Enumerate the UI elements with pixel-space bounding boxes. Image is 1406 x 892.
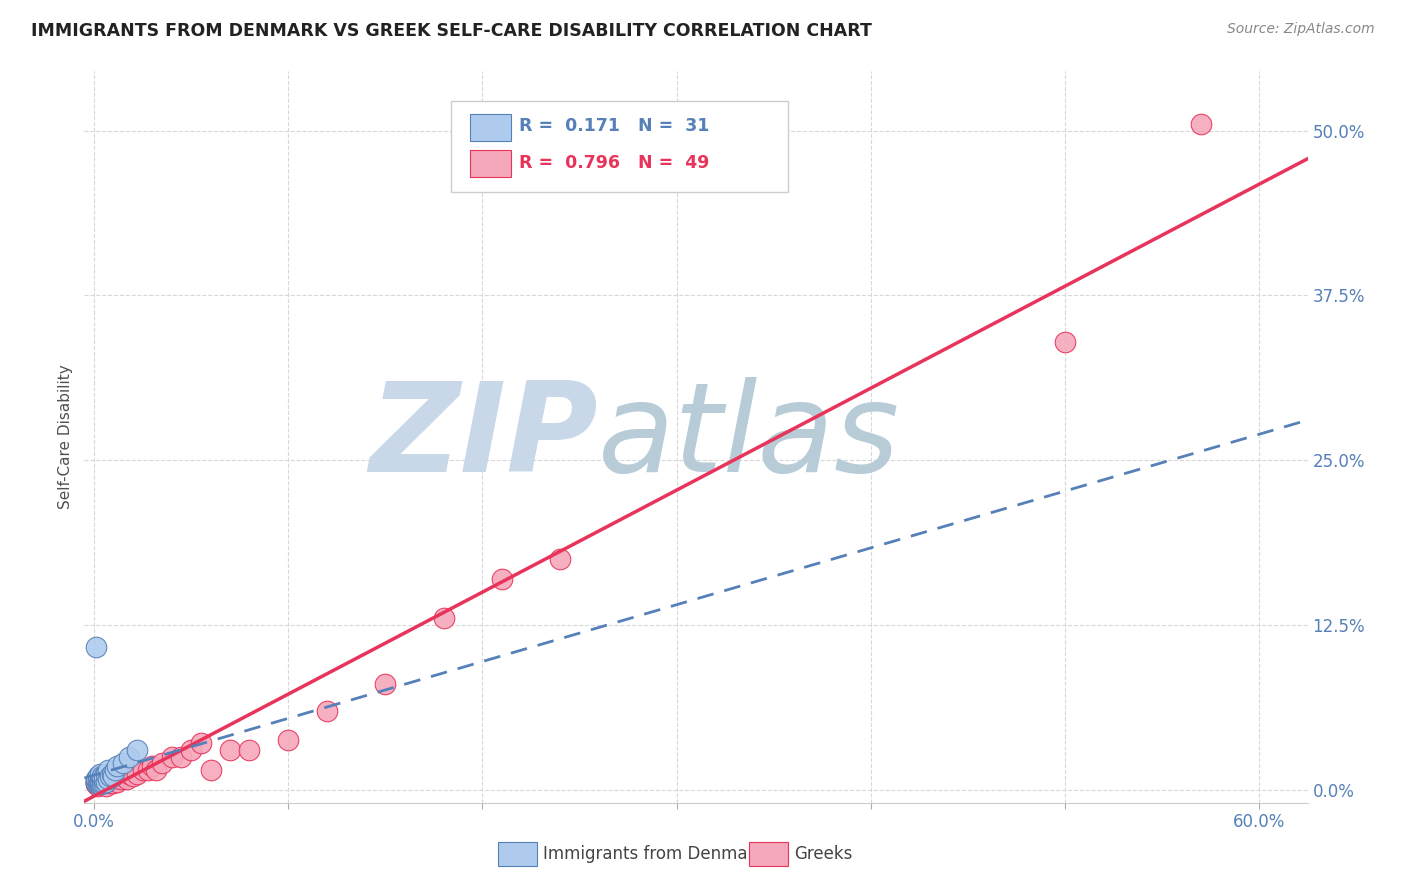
Point (118, 749, 141, 764)
Point (115, 772, 138, 786)
Text: IMMIGRANTS FROM DENMARK VS GREEK SELF-CARE DISABILITY CORRELATION CHART: IMMIGRANTS FROM DENMARK VS GREEK SELF-CA… (31, 22, 872, 40)
Point (93, 776, 115, 790)
Point (548, 552, 571, 566)
Point (238, 743, 260, 757)
Text: R =  0.171   N =  31: R = 0.171 N = 31 (519, 117, 709, 136)
Text: R =  0.796   N =  49: R = 0.796 N = 49 (519, 153, 709, 172)
Point (316, 704, 339, 718)
Text: Immigrants from Denmark: Immigrants from Denmark (543, 845, 765, 863)
Point (90, 772, 112, 786)
Point (131, 763, 153, 777)
Point (138, 763, 160, 777)
Point (84, 776, 107, 790)
Point (89, 769, 111, 783)
Point (84, 777, 107, 791)
FancyBboxPatch shape (748, 842, 787, 866)
Y-axis label: Self-Care Disability: Self-Care Disability (58, 365, 73, 509)
Point (89, 774, 111, 789)
Point (105, 759, 128, 773)
FancyBboxPatch shape (498, 842, 537, 866)
Point (103, 769, 125, 783)
Point (90, 769, 112, 783)
Point (84, 640, 107, 655)
Point (118, 766, 141, 780)
FancyBboxPatch shape (451, 101, 787, 192)
Point (145, 763, 167, 777)
Point (374, 677, 396, 691)
Point (89, 773, 111, 788)
Point (94, 774, 117, 789)
Point (87, 774, 110, 789)
Point (84, 776, 107, 790)
Point (94, 766, 117, 780)
Point (180, 743, 202, 757)
Point (98, 769, 121, 783)
Point (93, 773, 115, 788)
Point (108, 769, 131, 783)
Point (100, 773, 122, 788)
Point (98, 769, 121, 783)
Point (89, 774, 111, 789)
Point (97, 763, 120, 777)
Point (110, 772, 132, 786)
Point (104, 772, 127, 786)
Point (141, 759, 163, 773)
Point (89, 777, 111, 791)
FancyBboxPatch shape (470, 151, 512, 178)
Point (160, 749, 183, 764)
Point (112, 756, 135, 771)
Point (84, 773, 107, 788)
Point (87, 774, 110, 789)
Point (103, 776, 125, 790)
Text: Source: ZipAtlas.com: Source: ZipAtlas.com (1227, 22, 1375, 37)
Point (200, 763, 222, 777)
Point (93, 769, 115, 783)
Point (100, 766, 122, 780)
Point (97, 772, 120, 786)
Point (94, 772, 117, 786)
Point (89, 777, 111, 791)
Point (219, 743, 242, 757)
Point (125, 766, 148, 780)
Point (112, 769, 135, 783)
Point (105, 774, 128, 789)
Text: Greeks: Greeks (794, 845, 852, 863)
Point (90, 772, 112, 786)
Point (87, 769, 110, 783)
Point (170, 749, 193, 764)
Point (93, 773, 115, 788)
Point (104, 763, 127, 777)
Point (1189, 117, 1212, 131)
Point (89, 766, 111, 780)
Point (98, 776, 121, 790)
Point (89, 769, 111, 783)
Point (491, 572, 513, 586)
Point (87, 773, 110, 788)
Point (125, 743, 148, 757)
Point (150, 756, 173, 771)
Point (87, 776, 110, 790)
Point (432, 611, 454, 625)
Point (84, 772, 107, 786)
Point (122, 769, 145, 783)
Point (1053, 334, 1076, 349)
Point (93, 777, 115, 791)
Text: ZIP: ZIP (370, 376, 598, 498)
Point (90, 776, 112, 790)
Point (94, 779, 117, 793)
Point (87, 779, 110, 793)
FancyBboxPatch shape (470, 114, 512, 141)
Text: atlas: atlas (598, 376, 900, 498)
Point (97, 774, 120, 789)
Point (90, 776, 112, 790)
Point (277, 732, 299, 747)
Point (87, 772, 110, 786)
Point (84, 774, 107, 789)
Point (190, 737, 212, 751)
